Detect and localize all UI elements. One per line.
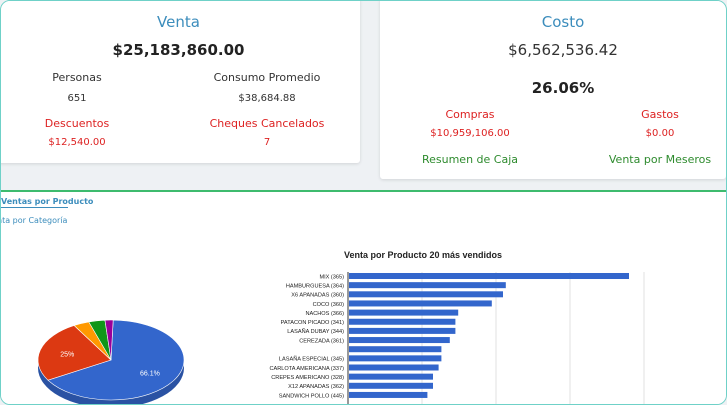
active-tab-underline <box>1 207 68 208</box>
descuentos-value: $12,540.00 <box>48 137 106 148</box>
bar <box>349 373 433 380</box>
bar-category-label: CARLOTA AMERICANA (337) <box>269 366 344 372</box>
bar-category-label: CREPES AMERICANO (328) <box>271 375 344 381</box>
bar <box>349 318 456 325</box>
costo-total: $6,562,536.42 <box>508 41 618 59</box>
pie-chart: 66.1% 25% <box>37 319 185 404</box>
gastos-label: Gastos <box>641 108 679 121</box>
bar-category-label: LASAÑA DUBAY (344) <box>287 328 344 335</box>
bar <box>349 273 629 279</box>
tab-venta-por-categoria[interactable]: nta por Categoría <box>0 216 68 225</box>
bar-category-label: X6 APANADAS (360) <box>291 293 344 299</box>
tab-ventas-por-producto[interactable]: Ventas por Producto <box>1 197 94 206</box>
bar-category-label: X12 APANADAS (362) <box>288 384 344 390</box>
bar-category-label: COCO (360) <box>313 302 345 308</box>
bar-category-label: NACHOS (366) <box>305 311 344 317</box>
bar <box>349 364 439 371</box>
bar <box>349 346 442 353</box>
cheques-label: Cheques Cancelados <box>209 117 325 130</box>
bar-category-label: SANDWICH POLLO (445) <box>279 393 344 399</box>
costo-card: Costo $6,562,536.42 26.06% Compras $10,9… <box>380 1 726 179</box>
bar-category-label: LASAÑA ESPECIAL (345) <box>279 356 344 363</box>
consumo-label: Consumo Promedio <box>213 71 321 84</box>
bar-chart-title: Venta por Producto 20 más vendidos <box>343 250 503 260</box>
cheques-value: 7 <box>263 137 271 148</box>
resumen-caja-link[interactable]: Resumen de Caja <box>421 153 519 166</box>
bar <box>349 391 428 398</box>
pie-slice-label: 25% <box>60 352 74 359</box>
pie-slice <box>104 319 114 361</box>
bar-category-label: CEREZADA (361) <box>299 338 344 344</box>
descuentos-label: Descuentos <box>44 117 110 130</box>
costo-percent: 26.06% <box>531 79 595 97</box>
venta-total: $25,183,860.00 <box>112 41 245 59</box>
bar <box>349 382 433 389</box>
bar <box>349 300 492 307</box>
costo-title: Costo <box>541 13 585 31</box>
bar-category-label: HAMBURGUESA (364) <box>286 283 344 289</box>
pie-slice-label: 66.1% <box>140 371 160 378</box>
venta-card: Venta $25,183,860.00 Personas 651 Consum… <box>1 1 360 163</box>
pie-slice <box>47 319 185 401</box>
bar <box>349 282 506 289</box>
compras-label: Compras <box>445 108 495 121</box>
venta-meseros-link[interactable]: Venta por Meseros <box>608 153 712 166</box>
bar <box>349 327 456 334</box>
bar <box>349 337 450 344</box>
venta-title: Venta <box>157 13 200 31</box>
bar <box>349 309 459 316</box>
bar-chart: MIX (365) HAMBURGUESA (364) X6 APANADAS (3… <box>269 272 645 404</box>
bar-category-label: MIX (365) <box>319 274 344 280</box>
gastos-value: $0.00 <box>645 128 675 139</box>
personas-label: Personas <box>52 71 102 84</box>
bar <box>349 291 503 298</box>
pie-slice <box>37 325 112 381</box>
bar-category-label: PATACON PICADO (341) <box>281 320 345 326</box>
bar <box>349 355 442 362</box>
personas-value: 651 <box>67 93 87 104</box>
charts-panel: Ventas por Producto nta por Categoría Ve… <box>0 190 726 404</box>
compras-value: $10,959,106.00 <box>430 128 510 139</box>
consumo-value: $38,684.88 <box>238 93 296 104</box>
